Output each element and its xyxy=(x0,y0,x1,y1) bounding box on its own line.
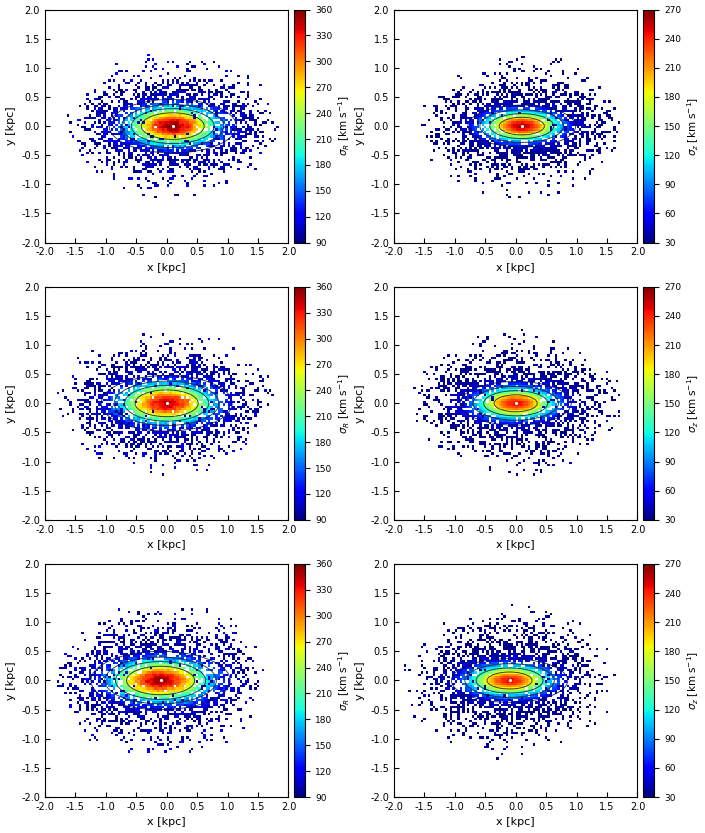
Y-axis label: y [kpc]: y [kpc] xyxy=(355,107,364,146)
Y-axis label: $\sigma_R$ [km s$^{-1}$]: $\sigma_R$ [km s$^{-1}$] xyxy=(336,96,352,157)
Y-axis label: $\sigma_z$ [km s$^{-1}$]: $\sigma_z$ [km s$^{-1}$] xyxy=(685,374,701,433)
Y-axis label: y [kpc]: y [kpc] xyxy=(6,107,16,146)
X-axis label: x [kpc]: x [kpc] xyxy=(496,817,535,827)
X-axis label: x [kpc]: x [kpc] xyxy=(496,541,535,551)
X-axis label: x [kpc]: x [kpc] xyxy=(147,817,186,827)
Y-axis label: y [kpc]: y [kpc] xyxy=(355,661,364,700)
X-axis label: x [kpc]: x [kpc] xyxy=(147,263,186,273)
Y-axis label: y [kpc]: y [kpc] xyxy=(6,661,16,700)
X-axis label: x [kpc]: x [kpc] xyxy=(496,263,535,273)
Y-axis label: $\sigma_R$ [km s$^{-1}$]: $\sigma_R$ [km s$^{-1}$] xyxy=(336,651,352,711)
Y-axis label: $\sigma_z$ [km s$^{-1}$]: $\sigma_z$ [km s$^{-1}$] xyxy=(685,97,701,156)
Y-axis label: y [kpc]: y [kpc] xyxy=(6,384,16,422)
Y-axis label: $\sigma_R$ [km s$^{-1}$]: $\sigma_R$ [km s$^{-1}$] xyxy=(336,373,352,433)
Y-axis label: y [kpc]: y [kpc] xyxy=(355,384,364,422)
Y-axis label: $\sigma_z$ [km s$^{-1}$]: $\sigma_z$ [km s$^{-1}$] xyxy=(685,651,701,710)
X-axis label: x [kpc]: x [kpc] xyxy=(147,541,186,551)
